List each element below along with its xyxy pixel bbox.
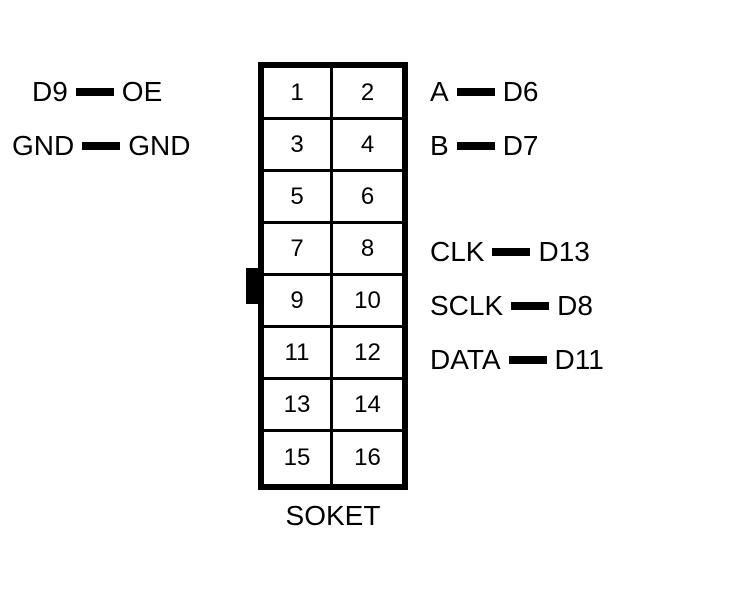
pin-12: 12 [333, 328, 402, 377]
dash-icon [509, 356, 547, 364]
dash-icon [457, 88, 495, 96]
pin-10: 10 [333, 276, 402, 325]
dash-icon [76, 88, 114, 96]
pin-row: 13 14 [264, 380, 402, 432]
pin-2: 2 [333, 68, 402, 117]
signal-d7: D7 [503, 130, 539, 162]
pin-8: 8 [333, 224, 402, 273]
name-sclk: SCLK [430, 290, 503, 322]
pin-5: 5 [264, 172, 333, 221]
label-b: B D7 [430, 130, 538, 162]
pin-14: 14 [333, 380, 402, 429]
name-gnd: GND [128, 130, 190, 162]
pin-row: 7 8 [264, 224, 402, 276]
signal-d13: D13 [538, 236, 589, 268]
label-data: DATA D11 [430, 344, 604, 376]
label-oe: D9 OE [32, 76, 162, 108]
label-a: A D6 [430, 76, 538, 108]
signal-gnd: GND [12, 130, 74, 162]
signal-d9: D9 [32, 76, 68, 108]
dash-icon [492, 248, 530, 256]
pin-7: 7 [264, 224, 333, 273]
name-oe: OE [122, 76, 162, 108]
pin-9: 9 [264, 276, 333, 325]
name-clk: CLK [430, 236, 484, 268]
socket-connector: 1 2 3 4 5 6 7 8 9 10 11 12 13 14 15 16 [258, 62, 408, 490]
pin-13: 13 [264, 380, 333, 429]
pin-1: 1 [264, 68, 333, 117]
pin-row: 5 6 [264, 172, 402, 224]
name-b: B [430, 130, 449, 162]
pin-11: 11 [264, 328, 333, 377]
dash-icon [82, 142, 120, 150]
name-data: DATA [430, 344, 501, 376]
pin-row: 1 2 [264, 68, 402, 120]
signal-d6: D6 [503, 76, 539, 108]
socket-label: SOKET [258, 500, 408, 532]
pin-row: 15 16 [264, 432, 402, 484]
pin-row: 9 10 [264, 276, 402, 328]
pin-6: 6 [333, 172, 402, 221]
pin-15: 15 [264, 432, 333, 484]
label-gnd: GND GND [12, 130, 190, 162]
pin-3: 3 [264, 120, 333, 169]
label-sclk: SCLK D8 [430, 290, 593, 322]
signal-d8: D8 [557, 290, 593, 322]
dash-icon [511, 302, 549, 310]
dash-icon [457, 142, 495, 150]
pin-4: 4 [333, 120, 402, 169]
pin-16: 16 [333, 432, 402, 484]
pin-row: 3 4 [264, 120, 402, 172]
label-clk: CLK D13 [430, 236, 590, 268]
signal-d11: D11 [555, 344, 604, 376]
name-a: A [430, 76, 449, 108]
pin-row: 11 12 [264, 328, 402, 380]
socket-notch [246, 268, 258, 304]
